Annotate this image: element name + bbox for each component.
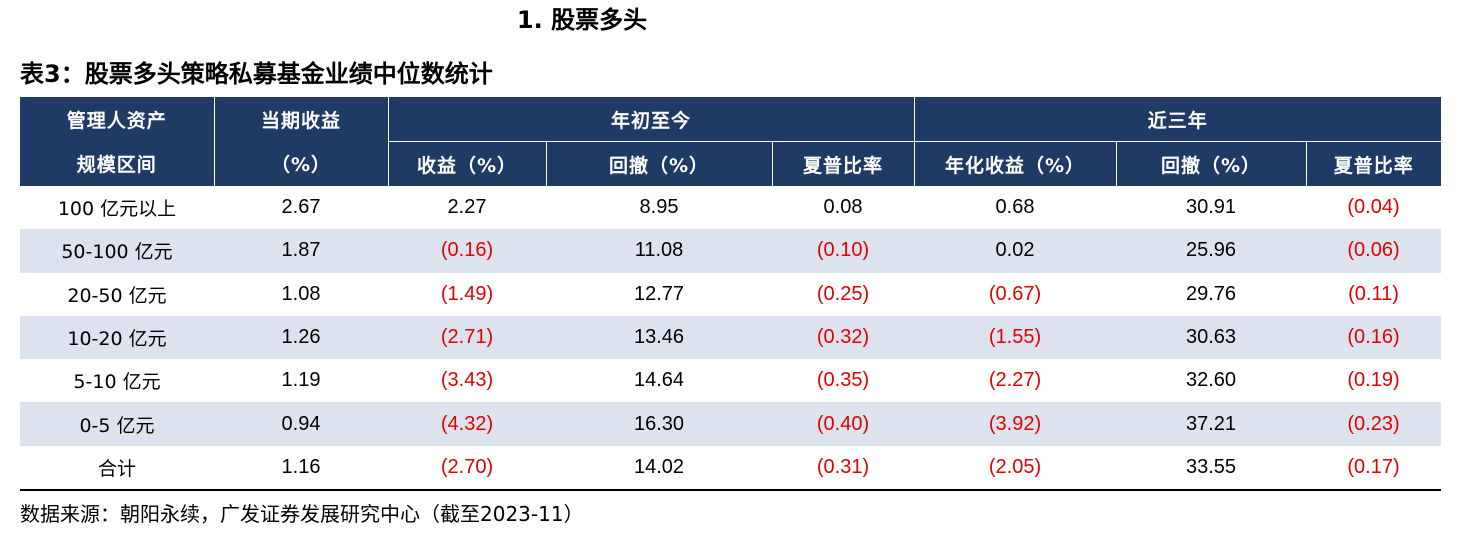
header-3y-drawdown: 回撤（%） [1115, 141, 1307, 186]
cell-ytd-drawdown: 13.46 [546, 315, 772, 360]
cell-y3-sharpe: (0.19) [1347, 369, 1400, 392]
cell-period: 0.94 [214, 402, 388, 446]
cell-y3-drawdown: 33.55 [1185, 455, 1237, 478]
cell-y3-sharpe: (0.16) [1306, 315, 1442, 360]
table-bottom-rule [20, 489, 1441, 491]
header-row-1: 管理人资产 当期收益 年初至今 近三年 [20, 97, 1442, 142]
cell-y3-return: 0.68 [995, 196, 1035, 219]
table-title: 表3：股票多头策略私募基金业绩中位数统计 [20, 60, 493, 88]
cell-ytd-return: (2.70) [440, 455, 494, 478]
table-row: 合计 1.16 (2.70) 14.02 (0.31) (2.05) 33.55 (0.17) [20, 446, 1441, 489]
header-period-return: 当期收益 [213, 97, 388, 142]
cell-ytd-return: (0.16) [388, 229, 546, 273]
cell-y3-return: (0.67) [988, 282, 1042, 305]
table-row: 0-5 亿元 0.94 (4.32) 16.30 (0.40) (3.92) 37.21 (0… [20, 402, 1442, 446]
table-row: 100 亿元以上 2.67 2.27 8.95 0.08 0.68 30.91 (0.04) [20, 186, 1441, 229]
header-period-return-unit: （%） [213, 141, 388, 186]
cell-y3-drawdown: 25.96 [1116, 229, 1307, 273]
section-heading: 1. 股票多头 [516, 6, 648, 34]
header-manager-size: 管理人资产 [20, 97, 214, 142]
header-manager-size-line2: 规模区间 [20, 141, 214, 186]
cell-y3-sharpe: (0.23) [1306, 402, 1442, 446]
cell-ytd-drawdown: 16.30 [546, 402, 772, 446]
cell-ytd-drawdown: 12.77 [633, 282, 685, 305]
cell-ytd-drawdown: 11.08 [546, 229, 772, 273]
source-note: 数据来源：朝阳永续，广发证券发展研究中心（截至2023-11） [20, 502, 584, 526]
header-group-ytd: 年初至今 [387, 97, 915, 142]
cell-label: 5-10 亿元 [73, 371, 161, 394]
cell-y3-return: (3.92) [914, 402, 1117, 446]
header-group-3y: 近三年 [913, 97, 1442, 142]
cell-y3-return: (2.27) [988, 369, 1042, 392]
header-ytd-return: 收益（%） [387, 141, 546, 186]
performance-table: 管理人资产 当期收益 年初至今 近三年 规模区间 （%） 收益（%） 回撤（%）… [20, 97, 1442, 489]
cell-y3-drawdown: 30.91 [1185, 196, 1237, 219]
header-ytd-sharpe: 夏普比率 [771, 141, 915, 186]
cell-y3-sharpe: (0.04) [1347, 196, 1400, 219]
cell-ytd-return: (2.71) [388, 315, 546, 360]
cell-period: 1.08 [281, 282, 321, 305]
cell-ytd-sharpe: (0.10) [772, 229, 915, 273]
cell-ytd-sharpe: (0.35) [816, 369, 870, 392]
header-row-2: 规模区间 （%） 收益（%） 回撤（%） 夏普比率 年化收益（%） 回撤（%） … [20, 141, 1442, 186]
cell-ytd-drawdown: 14.02 [633, 455, 685, 478]
cell-ytd-sharpe: (0.25) [816, 282, 870, 305]
table-row: 5-10 亿元 1.19 (3.43) 14.64 (0.35) (2.27) 32.60 (… [20, 359, 1441, 402]
cell-label: 合计 [97, 457, 136, 480]
cell-ytd-return: 2.27 [447, 196, 487, 219]
cell-period: 1.19 [281, 369, 321, 392]
cell-ytd-return: (4.32) [388, 402, 546, 446]
cell-y3-sharpe: (0.11) [1348, 282, 1399, 305]
cell-ytd-sharpe: (0.40) [772, 402, 915, 446]
cell-y3-return: 0.02 [914, 229, 1117, 273]
table-row: 10-20 亿元 1.26 (2.71) 13.46 (0.32) (1.55) 30.63… [20, 315, 1442, 360]
cell-period: 2.67 [281, 196, 321, 219]
cell-y3-return: (1.55) [914, 315, 1117, 360]
cell-y3-drawdown: 37.21 [1116, 402, 1307, 446]
cell-y3-drawdown: 29.76 [1185, 282, 1237, 305]
cell-label: 20-50 亿元 [67, 284, 167, 307]
cell-ytd-sharpe: 0.08 [823, 196, 863, 219]
cell-label: 50-100 亿元 [20, 229, 214, 273]
header-3y-sharpe: 夏普比率 [1305, 141, 1442, 186]
cell-ytd-return: (1.49) [440, 282, 494, 305]
cell-ytd-sharpe: (0.32) [772, 315, 915, 360]
cell-y3-sharpe: (0.17) [1347, 455, 1400, 478]
cell-ytd-return: (3.43) [440, 369, 494, 392]
header-3y-return: 年化收益（%） [913, 141, 1117, 186]
cell-period: 1.26 [214, 315, 388, 360]
cell-period: 1.87 [214, 229, 388, 273]
cell-y3-drawdown: 32.60 [1185, 369, 1237, 392]
cell-label: 10-20 亿元 [20, 315, 214, 360]
cell-ytd-sharpe: (0.31) [816, 455, 870, 478]
cell-y3-drawdown: 30.63 [1116, 315, 1307, 360]
cell-label: 0-5 亿元 [20, 402, 214, 446]
cell-y3-return: (2.05) [988, 455, 1042, 478]
cell-label: 100 亿元以上 [57, 198, 177, 221]
cell-period: 1.16 [281, 455, 321, 478]
table-row: 20-50 亿元 1.08 (1.49) 12.77 (0.25) (0.67) 29.76… [20, 273, 1441, 316]
table-row: 50-100 亿元 1.87 (0.16) 11.08 (0.10) 0.02 25.96(… [20, 229, 1442, 273]
header-ytd-drawdown: 回撤（%） [545, 141, 772, 186]
cell-ytd-drawdown: 14.64 [633, 369, 685, 392]
cell-y3-sharpe: (0.06) [1306, 229, 1442, 273]
cell-ytd-drawdown: 8.95 [639, 196, 679, 219]
